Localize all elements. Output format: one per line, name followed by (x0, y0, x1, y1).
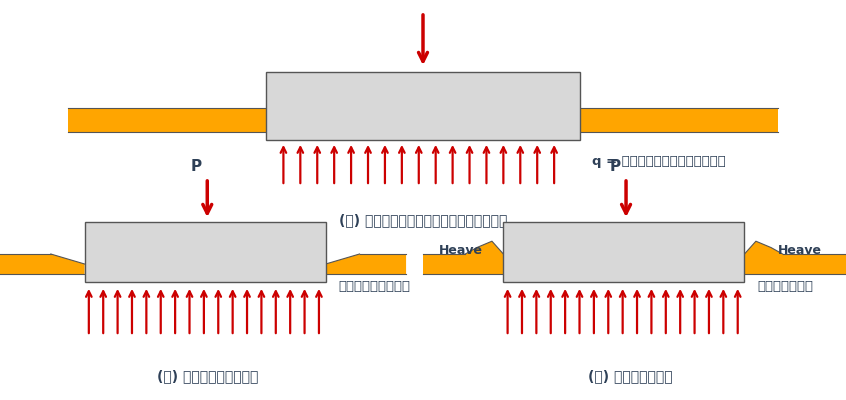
Polygon shape (326, 254, 406, 274)
Bar (266, 72, 580, 140)
Polygon shape (0, 254, 85, 274)
Text: (ข) ดินเหนียว: (ข) ดินเหนียว (157, 369, 258, 383)
Text: q = แรงต้านแบกทาน: q = แรงต้านแบกทาน (592, 156, 726, 168)
Bar (85, 222, 326, 282)
Text: P: P (609, 159, 621, 174)
Text: (ค) ดินทราย: (ค) ดินทราย (588, 369, 673, 383)
Text: P: P (190, 159, 202, 174)
Text: ดินเหนียว: ดินเหนียว (338, 280, 410, 292)
Polygon shape (423, 241, 503, 274)
Text: Heave: Heave (439, 244, 483, 256)
Text: ดินทราย: ดินทราย (757, 280, 813, 292)
Text: Heave: Heave (777, 244, 821, 256)
Bar (503, 222, 744, 282)
Polygon shape (744, 241, 846, 274)
Text: (ก) แรงดันดินสม่ำเสมอ: (ก) แรงดันดินสม่ำเสมอ (338, 213, 508, 227)
Bar (68, 108, 778, 132)
